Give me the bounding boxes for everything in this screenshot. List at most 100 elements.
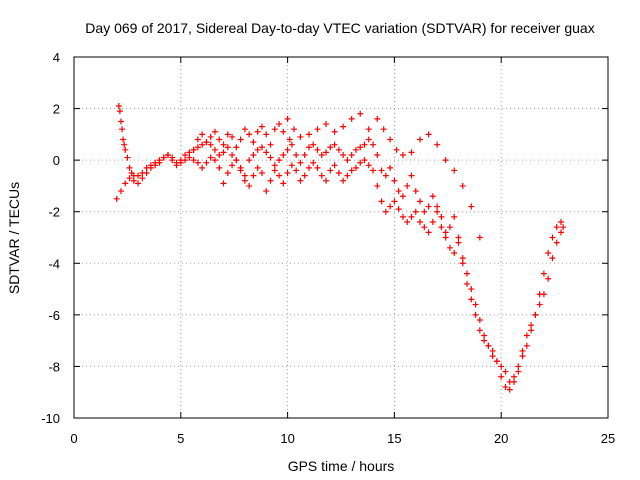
data-point <box>323 149 330 156</box>
data-point <box>459 260 466 267</box>
data-point <box>464 270 471 277</box>
data-point <box>399 151 406 158</box>
data-point <box>442 229 449 236</box>
data-point <box>186 154 193 161</box>
data-point <box>404 182 411 189</box>
data-point <box>276 157 283 164</box>
data-point <box>284 146 291 153</box>
data-point <box>468 286 475 293</box>
data-point <box>476 317 483 324</box>
data-point <box>425 229 432 236</box>
data-point <box>220 149 227 156</box>
data-point <box>429 219 436 226</box>
data-point <box>126 175 133 182</box>
y-tick-label: -6 <box>48 308 60 323</box>
data-point <box>220 141 227 148</box>
data-point <box>365 126 372 133</box>
data-point <box>344 157 351 164</box>
data-point <box>459 255 466 262</box>
data-point <box>117 118 124 125</box>
data-point <box>224 170 231 177</box>
data-point <box>203 159 210 166</box>
data-point <box>267 177 274 184</box>
data-point <box>481 332 488 339</box>
data-point <box>301 172 308 179</box>
data-point <box>116 108 123 115</box>
y-axis-label: SDTVAR / TECUs <box>6 182 22 294</box>
data-point <box>553 239 560 246</box>
y-tick-label: -2 <box>48 205 60 220</box>
data-point <box>305 164 312 171</box>
data-point <box>182 151 189 158</box>
data-point <box>246 131 253 138</box>
data-point <box>216 151 223 158</box>
data-point <box>216 136 223 143</box>
y-tick-label: -10 <box>41 411 60 426</box>
x-tick-label: 10 <box>280 431 294 446</box>
data-point <box>395 188 402 195</box>
data-point <box>357 144 364 151</box>
data-point <box>224 144 231 151</box>
data-point <box>297 159 304 166</box>
data-point <box>182 157 189 164</box>
data-point <box>177 159 184 166</box>
y-tick-label: 2 <box>53 102 60 117</box>
data-point <box>536 291 543 298</box>
data-point <box>229 162 236 169</box>
data-point <box>506 386 513 393</box>
data-point <box>314 126 321 133</box>
chart-title: Day 069 of 2017, Sidereal Day-to-day VTE… <box>85 20 594 36</box>
data-point <box>545 275 552 282</box>
data-point <box>207 141 214 148</box>
data-point <box>318 172 325 179</box>
data-point <box>340 151 347 158</box>
data-point <box>143 170 150 177</box>
data-point <box>434 208 441 215</box>
data-point <box>246 157 253 164</box>
data-point <box>229 133 236 140</box>
data-point <box>412 208 419 215</box>
axis-tick-labels: 0 5 10 15 20 25 -10 -8 -6 -4 -2 0 2 4 <box>41 50 615 446</box>
data-point <box>241 172 248 179</box>
data-point <box>241 177 248 184</box>
data-point <box>263 131 270 138</box>
data-point <box>284 115 291 122</box>
data-point <box>160 154 167 161</box>
data-point <box>511 378 518 385</box>
data-point <box>147 164 154 171</box>
data-point <box>417 136 424 143</box>
data-point <box>502 368 509 375</box>
data-point <box>442 157 449 164</box>
data-point <box>446 224 453 231</box>
data-point <box>558 219 565 226</box>
data-point <box>459 182 466 189</box>
data-point <box>560 224 567 231</box>
data-point <box>425 131 432 138</box>
data-point <box>451 249 458 256</box>
data-point <box>357 110 364 117</box>
data-point <box>211 157 218 164</box>
data-point <box>220 180 227 187</box>
data-point <box>173 162 180 169</box>
data-point <box>254 146 261 153</box>
data-point <box>489 353 496 360</box>
data-point <box>348 167 355 174</box>
data-point <box>340 177 347 184</box>
data-point <box>169 157 176 164</box>
data-point <box>331 141 338 148</box>
data-point <box>378 198 385 205</box>
data-point <box>291 126 298 133</box>
data-point <box>271 167 278 174</box>
data-point <box>408 172 415 179</box>
data-point <box>468 296 475 303</box>
data-point <box>493 358 500 365</box>
data-point <box>323 121 330 128</box>
data-point <box>476 234 483 241</box>
data-point <box>365 136 372 143</box>
data-point <box>224 131 231 138</box>
data-point <box>370 167 377 174</box>
data-point <box>532 311 539 318</box>
data-point <box>164 151 171 158</box>
data-point <box>310 141 317 148</box>
data-point <box>387 136 394 143</box>
